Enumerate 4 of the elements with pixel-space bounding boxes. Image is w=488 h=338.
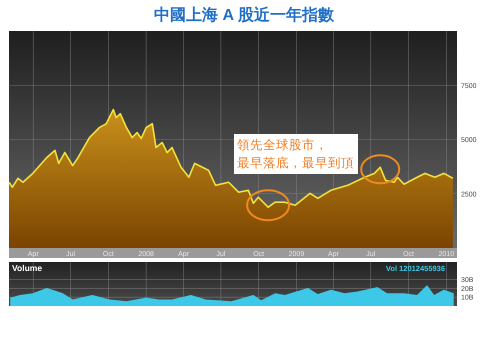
annotation: 領先全球股市， xyxy=(237,138,328,152)
chart-title: Volume xyxy=(12,263,42,273)
annotation: 最早落底，最早到頂 xyxy=(237,156,354,170)
chart-title: 中國上海 A 股近一年指數 xyxy=(154,6,335,24)
